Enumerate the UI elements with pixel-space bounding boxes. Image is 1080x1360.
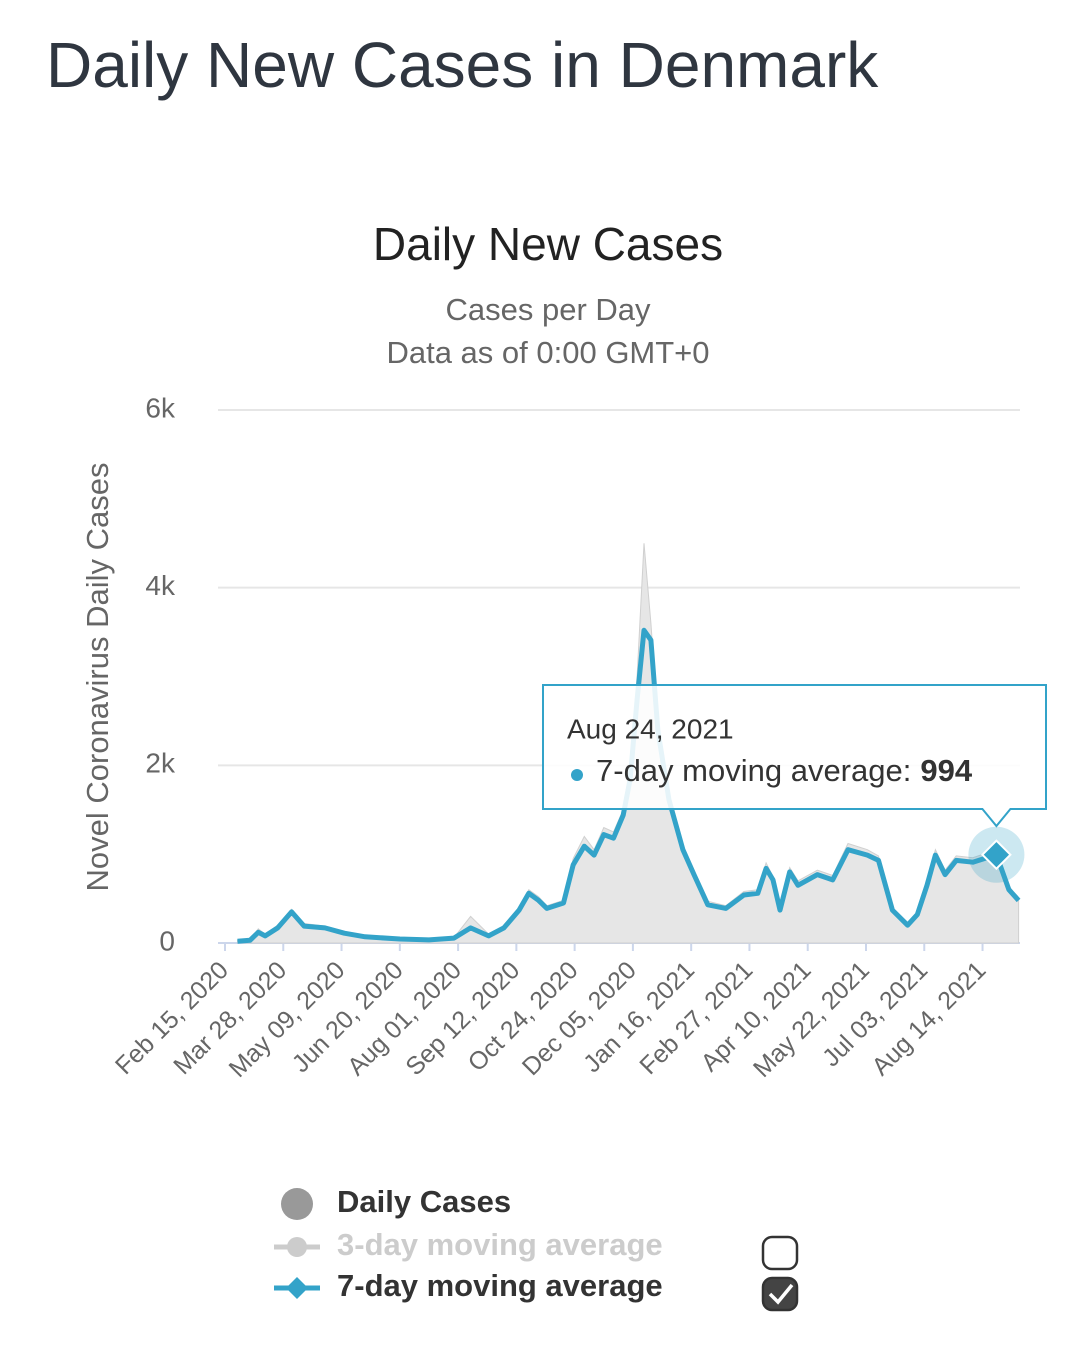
y-tick-label: 4k xyxy=(145,570,176,601)
legend-label: 3-day moving average xyxy=(337,1227,663,1262)
legend-label: Daily Cases xyxy=(337,1184,511,1219)
y-axis-label: Novel Coronavirus Daily Cases xyxy=(80,463,115,892)
legend-checkbox xyxy=(761,1276,799,1312)
hover-marker xyxy=(980,839,1012,871)
tooltip-value: 994 xyxy=(920,753,972,788)
tooltip-label: 7-day moving average: xyxy=(596,753,911,788)
checkmark xyxy=(768,1283,794,1305)
page-title: Daily New Cases in Denmark xyxy=(46,29,879,101)
legend-checkbox xyxy=(761,1235,799,1271)
tooltip-dot xyxy=(571,769,583,781)
y-tick-label: 2k xyxy=(145,748,176,779)
tooltip-date: Aug 24, 2021 xyxy=(567,713,734,744)
y-tick-label: 0 xyxy=(159,925,175,956)
chart-title: Daily New Cases xyxy=(373,218,723,270)
legend: Daily Cases 3-day moving average 7-day mov… xyxy=(274,1184,799,1312)
legend-symbol xyxy=(281,1188,313,1220)
tooltip-box xyxy=(542,684,1047,828)
y-tick-label: 6k xyxy=(145,392,176,423)
chart-subtitle: Cases per Day xyxy=(445,292,651,327)
legend-symbol xyxy=(287,1237,307,1257)
tooltip-text: 7-day moving average: 994 xyxy=(596,753,973,788)
legend-label: 7-day moving average xyxy=(337,1268,663,1303)
tooltip: Aug 24, 2021 7-day moving average: 994 xyxy=(542,684,1047,883)
legend-symbol xyxy=(286,1277,308,1299)
moving-average-line xyxy=(237,627,1021,944)
chart-subtitle: Data as of 0:00 GMT+0 xyxy=(386,335,709,370)
